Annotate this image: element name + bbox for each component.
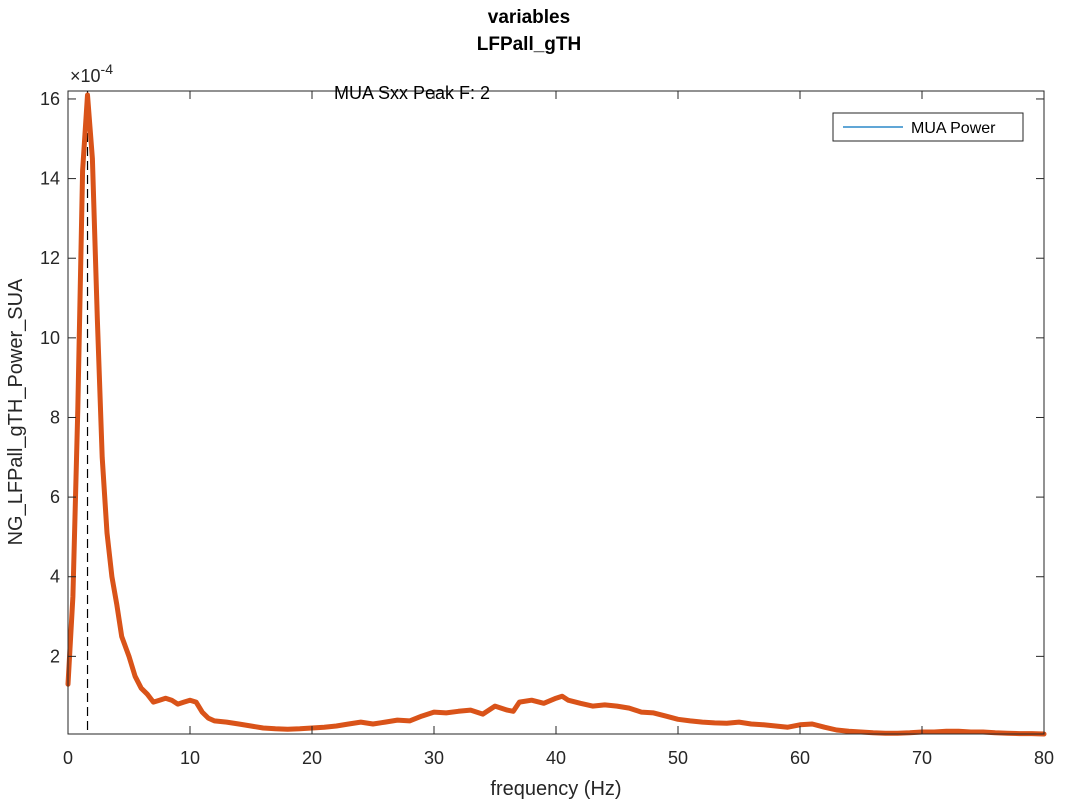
legend: MUA Power: [832, 112, 1024, 142]
peak-annotation: MUA Sxx Peak F: 2: [334, 83, 490, 103]
x-tick-label: 10: [180, 748, 200, 768]
plot-area: 0 10 20 30 40 50 60 70 80 2 4 6 8 10 12 14 16: [40, 89, 1054, 768]
x-tick-label: 40: [546, 748, 566, 768]
y-tick-label: 6: [50, 487, 60, 507]
y-tick-label: 16: [40, 89, 60, 109]
y-tick-label: 14: [40, 169, 60, 189]
plot-background: [68, 91, 1044, 734]
x-tick-label: 80: [1034, 748, 1054, 768]
series-line-mua-power: [65, 92, 1047, 737]
y-axis-ticks: 2 4 6 8 10 12 14 16: [40, 89, 1044, 666]
x-axis-label: frequency (Hz): [490, 778, 621, 800]
series-layer: [65, 92, 1047, 737]
y-exponent-base: ×10: [70, 66, 101, 86]
chart-title-line-2: LFPall_gTH: [477, 34, 582, 55]
x-tick-label: 20: [302, 748, 322, 768]
y-axis-label: NG_LFPall_gTH_Power_SUA: [5, 278, 27, 545]
x-tick-label: 60: [790, 748, 810, 768]
y-tick-label: 8: [50, 407, 60, 427]
chart-title-line-1: variables: [488, 7, 570, 28]
x-tick-label: 30: [424, 748, 444, 768]
y-exponent-label: ×10-4: [70, 61, 113, 86]
y-exponent-power: -4: [101, 61, 114, 77]
y-tick-label: 4: [50, 567, 60, 587]
legend-entry-mua-power: MUA Power: [911, 120, 996, 137]
x-axis-ticks: 0 10 20 30 40 50 60 70 80: [63, 91, 1054, 768]
y-tick-label: 10: [40, 328, 60, 348]
y-tick-label: 12: [40, 248, 60, 268]
x-tick-label: 0: [63, 748, 73, 768]
x-tick-label: 70: [912, 748, 932, 768]
x-tick-label: 50: [668, 748, 688, 768]
y-tick-label: 2: [50, 646, 60, 666]
